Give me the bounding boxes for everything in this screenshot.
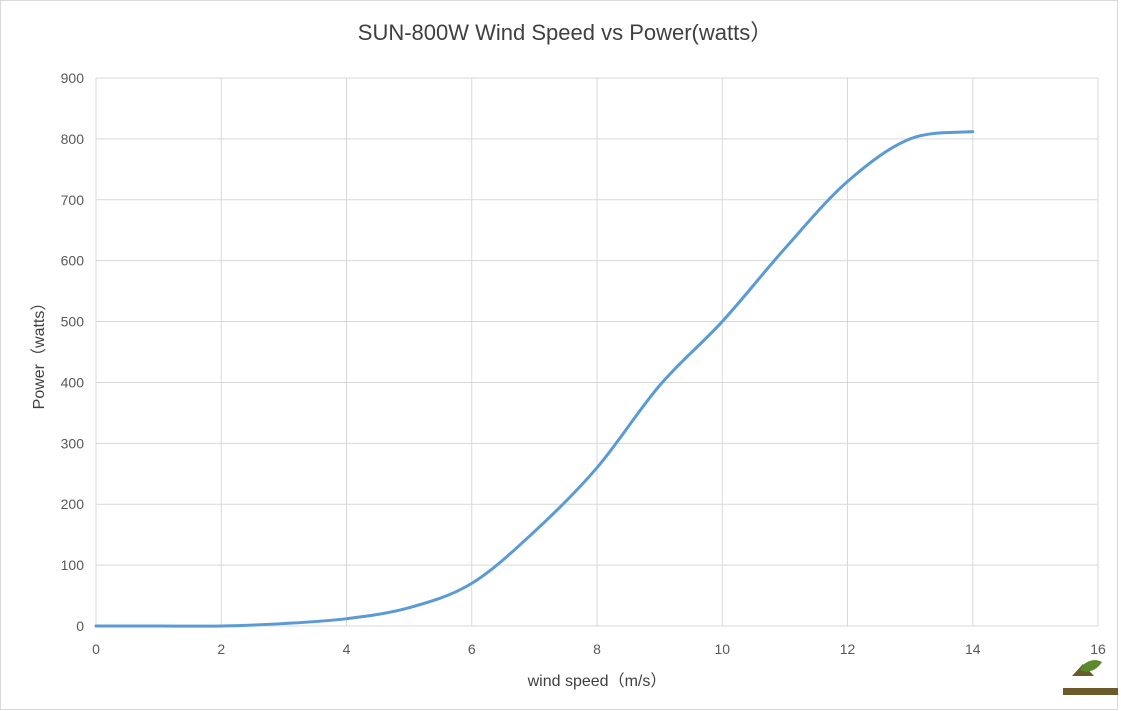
chart-title: SUN-800W Wind Speed vs Power(watts）	[358, 20, 772, 45]
gridlines	[95, 77, 1099, 627]
x-tick-label: 6	[468, 641, 476, 657]
x-tick-label: 0	[92, 641, 100, 657]
y-tick-label: 400	[61, 374, 85, 390]
y-axis-ticks: 0 100 200 300 400 500 600 700 800 900	[61, 70, 85, 634]
power-curve-line	[94, 130, 975, 628]
y-axis-title: Power（watts）	[30, 295, 48, 410]
leaf-icon	[1080, 660, 1102, 672]
y-tick-label: 100	[61, 557, 85, 573]
x-tick-label: 14	[965, 641, 981, 657]
x-tick-label: 2	[217, 641, 225, 657]
y-tick-label: 500	[61, 314, 85, 330]
y-tick-label: 300	[61, 435, 85, 451]
x-tick-label: 16	[1090, 641, 1106, 657]
hogaki-logo	[1063, 660, 1118, 695]
x-tick-label: 8	[593, 641, 601, 657]
y-tick-label: 600	[61, 253, 85, 269]
y-tick-label: 0	[76, 618, 84, 634]
y-tick-label: 900	[61, 70, 85, 86]
y-tick-label: 200	[61, 496, 85, 512]
y-tick-label: 800	[61, 131, 85, 147]
logo-tagline-bar	[1063, 688, 1118, 695]
x-axis-title: wind speed（m/s）	[527, 672, 667, 690]
series-layer	[94, 130, 975, 628]
y-tick-label: 700	[61, 192, 85, 208]
x-axis-ticks: 0 2 4 6 8 10 12 14 16	[92, 641, 1106, 657]
x-tick-label: 12	[840, 641, 856, 657]
x-tick-label: 10	[714, 641, 730, 657]
x-tick-label: 4	[343, 641, 351, 657]
